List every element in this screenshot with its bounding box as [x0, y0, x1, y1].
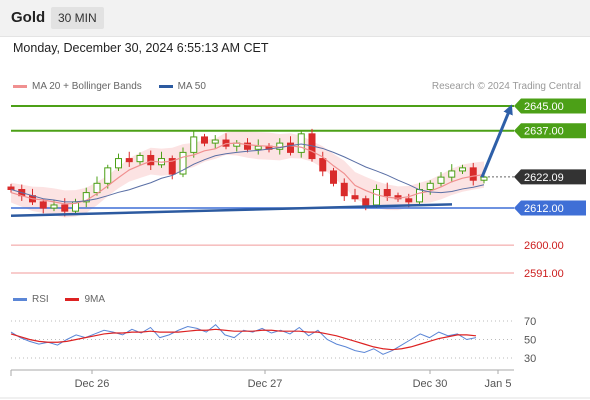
- candle-body: [448, 170, 456, 178]
- candle-body: [190, 136, 198, 153]
- ma9-swatch-icon: [65, 297, 80, 301]
- candle-body: [7, 186, 15, 190]
- ma50-swatch-icon: [158, 84, 173, 88]
- candle-body: [459, 167, 466, 172]
- candle-body: [201, 136, 208, 144]
- candle-body: [82, 192, 90, 203]
- projection-arrow-icon: [480, 104, 513, 178]
- candle-body: [147, 154, 155, 166]
- level-tag-2622-09: [514, 169, 586, 185]
- legend-label-rsi: RSI: [32, 294, 49, 305]
- legend-item-rsi: RSI: [13, 294, 51, 305]
- candle-body: [211, 139, 219, 144]
- rsi-tick-50: 50: [524, 335, 536, 347]
- candle-body: [287, 142, 294, 153]
- x-tick-label: Dec 27: [248, 378, 283, 390]
- rsi-legend: RSI 9MA: [13, 294, 119, 305]
- candle-body: [362, 198, 370, 206]
- rsi-swatch-icon: [13, 297, 27, 301]
- legend-item-ma20: MA 20 + Bollinger Bands: [13, 81, 145, 92]
- candle-body: [330, 170, 337, 184]
- candle-body: [168, 158, 176, 175]
- candle-body: [104, 167, 112, 184]
- candle-body: [50, 204, 58, 209]
- chart-legend: MA 20 + Bollinger Bands MA 50: [13, 81, 220, 92]
- instrument-title: Gold: [11, 9, 46, 26]
- legend-label-ma50: MA 50: [177, 81, 206, 92]
- legend-item-ma50: MA 50: [158, 81, 206, 92]
- rsi-tick-70: 70: [524, 316, 536, 328]
- ma50-line: [10, 143, 485, 203]
- candle-body: [93, 182, 101, 194]
- candle-body: [244, 142, 251, 150]
- candle-body: [61, 204, 69, 212]
- candle-body: [319, 158, 327, 172]
- timestamp: Monday, December 30, 2024 6:55:13 AM CET: [13, 41, 269, 55]
- candle-body: [125, 158, 133, 163]
- legend-label-9ma: 9MA: [84, 294, 106, 305]
- candle-body: [383, 189, 391, 197]
- level-label-2612-00: 2612.00: [524, 203, 564, 215]
- candle-body: [351, 195, 359, 200]
- candle-body: [297, 133, 305, 153]
- x-tick-label: Jan 5: [485, 378, 512, 390]
- level-label-2645-00: 2645.00: [524, 101, 564, 113]
- header-bar: Gold 30 MIN: [0, 0, 590, 37]
- level-tag-2612-00: [514, 200, 586, 216]
- level-label-2622-09: 2622.09: [524, 172, 564, 184]
- level-label-2600-00: 2600.00: [524, 240, 564, 252]
- level-tag-2637-00: [514, 123, 586, 139]
- ma20-line: [10, 142, 485, 205]
- candle-body: [405, 198, 413, 203]
- level-tag-2645-00: [514, 98, 586, 114]
- candle-body: [480, 176, 488, 181]
- legend-label-ma20: MA 20 + Bollinger Bands: [32, 81, 142, 92]
- ma20-swatch-icon: [13, 84, 27, 88]
- candle-body: [179, 151, 187, 175]
- rsi-tick-30: 30: [524, 353, 536, 365]
- candle-body: [254, 145, 262, 150]
- candle-body: [340, 182, 348, 197]
- timeframe-button[interactable]: 30 MIN: [51, 7, 104, 29]
- candle-body: [373, 189, 380, 206]
- level-label-2591-00: 2591.00: [524, 268, 564, 280]
- x-tick-label: Dec 30: [413, 378, 448, 390]
- candle-body: [416, 189, 423, 203]
- candle-body: [426, 182, 434, 191]
- research-credit: Research © 2024 Trading Central: [431, 81, 581, 92]
- rsi-line: [10, 324, 477, 355]
- legend-item-9ma: 9MA: [65, 294, 105, 305]
- candle-body: [39, 201, 47, 209]
- candle-body: [115, 158, 122, 169]
- candle-body: [136, 154, 144, 163]
- support-trendline: [10, 203, 453, 218]
- x-tick-label: Dec 26: [75, 378, 110, 390]
- rsi-ma-line: [10, 328, 477, 351]
- level-label-2637-00: 2637.00: [524, 126, 564, 138]
- candle-body: [437, 176, 445, 184]
- candle-body: [469, 167, 477, 181]
